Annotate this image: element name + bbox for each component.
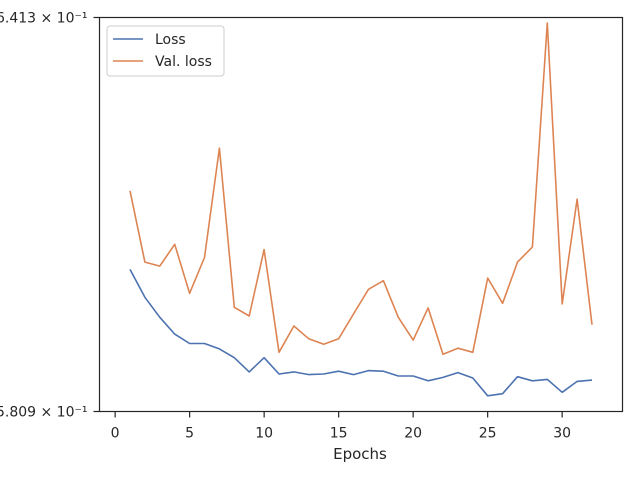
x-tick-label: 30	[553, 426, 571, 442]
series-line-val-loss	[129, 22, 593, 356]
x-tick-label: 5	[185, 426, 194, 442]
y-tick-label: 6.413 × 10⁻¹	[0, 11, 88, 27]
x-tick-label: 20	[404, 426, 422, 442]
series-line-loss	[129, 269, 593, 397]
axes	[98, 16, 624, 413]
x-tick-label: 10	[255, 426, 273, 442]
legend: Loss Val. loss	[106, 25, 225, 77]
x-tick-label: 15	[330, 426, 348, 442]
y-tick-label: 5.809 × 10⁻¹	[0, 405, 88, 421]
x-tick-label: 25	[479, 426, 497, 442]
ticks: 0 5 10 15 20 25 30 5.809 × 10⁻¹ 6.413 × 10⁻¹	[0, 11, 571, 442]
legend-label-val-loss: Val. loss	[155, 54, 212, 70]
x-tick-label: 0	[111, 426, 120, 442]
legend-label-loss: Loss	[155, 32, 186, 48]
plot-area	[129, 22, 593, 397]
x-axis-label: Epochs	[333, 445, 387, 463]
axes-frame	[98, 16, 624, 413]
